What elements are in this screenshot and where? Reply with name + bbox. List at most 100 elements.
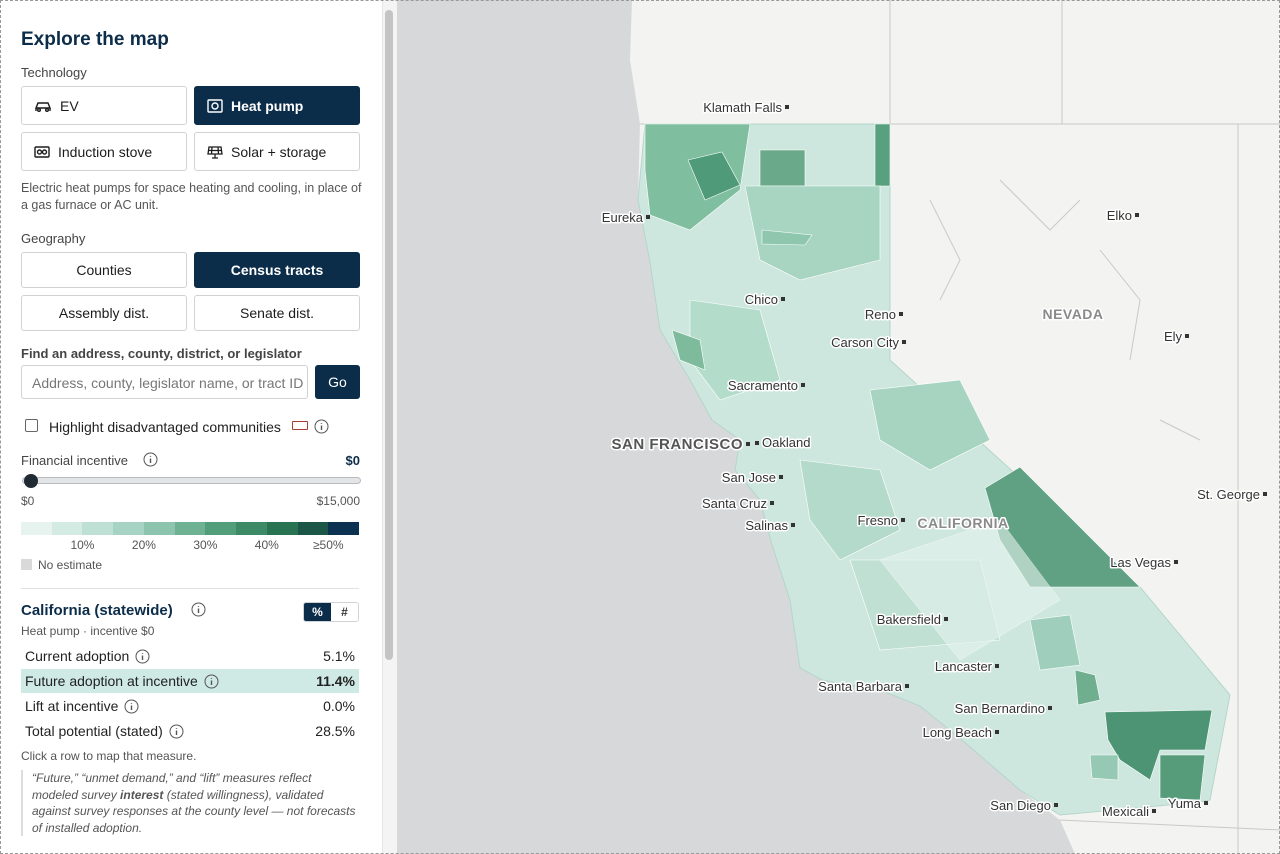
toggle-option[interactable]: % [304, 603, 331, 621]
tech-button[interactable]: Induction stove [21, 132, 187, 171]
checkbox[interactable] [25, 419, 38, 432]
city-marker [1135, 213, 1139, 217]
summary-hint: Click a row to map that measure. [21, 749, 197, 763]
slider-thumb[interactable] [24, 474, 38, 488]
city-marker [770, 501, 774, 505]
geography-label: Geography [21, 231, 86, 246]
city-marker [901, 518, 905, 522]
city-label: Eureka [602, 210, 644, 225]
city-marker [791, 523, 795, 527]
info-icon[interactable] [204, 674, 219, 689]
geo-option: Senate dist. [240, 305, 314, 321]
legend-swatch [236, 522, 268, 535]
city-label: Klamath Falls [703, 100, 782, 115]
slider-min: $0 [21, 494, 35, 508]
map-labels: Klamath Falls Eureka Elko Chico Reno NEVADA Ca… [600, 99, 1267, 821]
summary-row[interactable]: Lift at incentive 0.0% [21, 694, 359, 718]
city-marker [944, 617, 948, 621]
city-label: SAN FRANCISCO [611, 436, 743, 453]
info-icon[interactable] [169, 724, 184, 739]
info-icon[interactable] [143, 452, 158, 467]
city-label: Oakland [762, 435, 810, 450]
city-marker [1054, 803, 1058, 807]
search-input[interactable]: Address, county, legislator name, or tra… [21, 365, 308, 399]
summary-row[interactable]: Total potential (stated) 28.5% [21, 719, 359, 743]
city-label: St. George [1197, 487, 1260, 502]
legend-swatch [174, 522, 206, 535]
row-value: 0.0% [323, 698, 355, 714]
city-marker [905, 684, 909, 688]
city-label: San Bernardino [955, 701, 1045, 716]
info-icon[interactable] [135, 649, 150, 664]
search-label: Find an address, county, district, or le… [21, 346, 302, 361]
city-marker [1185, 334, 1189, 338]
city-label: Long Beach [923, 725, 992, 740]
tech-button[interactable]: EV [21, 86, 187, 125]
geo-button[interactable]: Census tracts [194, 252, 360, 288]
city-label: Yuma [1168, 796, 1202, 811]
city-marker [646, 215, 650, 219]
incentive-label: Financial incentive [21, 453, 128, 468]
slider-track[interactable] [22, 477, 361, 484]
no-estimate-swatch [21, 559, 32, 570]
row-value: 5.1% [323, 648, 355, 664]
map[interactable]: Klamath Falls Eureka Elko Chico Reno NEVADA Ca… [397, 0, 1280, 854]
geo-button[interactable]: Assembly dist. [21, 295, 187, 331]
toggle-option[interactable]: # [331, 603, 358, 621]
info-icon[interactable] [314, 419, 329, 434]
geo-button[interactable]: Counties [21, 252, 187, 288]
go-label: Go [328, 374, 347, 390]
city-marker [1174, 560, 1178, 564]
legend-label: 20% [131, 538, 156, 552]
city-marker [1152, 809, 1156, 813]
california[interactable] [637, 123, 1231, 816]
highlight-label: Highlight disadvantaged communities [49, 419, 281, 435]
row-left: Future adoption at incentive [25, 673, 219, 689]
legend-swatch [266, 522, 299, 535]
legend-swatch [297, 522, 329, 535]
legend-swatch [51, 522, 83, 535]
geo-button[interactable]: Senate dist. [194, 295, 360, 331]
region-label: CALIFORNIA [917, 515, 1008, 531]
city-marker [779, 475, 783, 479]
panel-title: Explore the map [21, 29, 169, 50]
info-icon[interactable] [124, 699, 139, 714]
city-label: Bakersfield [877, 612, 941, 627]
legend-label: 40% [254, 538, 279, 552]
note-text: “Future,” “unmet demand,” and “lift” mea… [32, 771, 312, 802]
no-estimate-label: No estimate [38, 558, 103, 572]
unit-toggle: % # [303, 602, 359, 622]
summary-note: “Future,” “unmet demand,” and “lift” mea… [21, 770, 358, 836]
region-label: NEVADA [1042, 306, 1103, 322]
city-label: Reno [865, 307, 896, 322]
scrollbar-thumb[interactable] [385, 10, 393, 660]
city-marker [781, 297, 785, 301]
legend-label: ≥50% [312, 538, 344, 552]
note-emphasis: interest [120, 787, 164, 802]
info-icon[interactable] [191, 602, 206, 617]
legend-swatch [21, 522, 53, 535]
legend: 10% 20% 30% 40% ≥50% [21, 522, 360, 552]
technology-label: Technology [21, 65, 87, 80]
city-label: Fresno [858, 513, 898, 528]
city-marker [1048, 706, 1052, 710]
summary-row[interactable]: Future adoption at incentive 11.4% [21, 669, 359, 693]
city-marker [746, 442, 750, 446]
tech-button[interactable]: Solar + storage [194, 132, 360, 171]
city-marker [755, 441, 759, 445]
go-button[interactable]: Go [315, 365, 360, 399]
city-label: Las Vegas [1110, 555, 1171, 570]
tech-option: Solar + storage [231, 143, 327, 160]
tech-button[interactable]: Heat pump [194, 86, 360, 125]
city-label: Mexicali [1102, 804, 1149, 819]
dac-swatch [292, 421, 308, 430]
city-label: San Jose [722, 470, 776, 485]
slider-max: $15,000 [316, 494, 360, 508]
city-label: San Diego [990, 798, 1051, 813]
ocean [397, 0, 1075, 854]
summary-row[interactable]: Current adoption 5.1% [21, 644, 359, 668]
side-panel: Explore the map Technology EV Heat pump … [0, 0, 380, 854]
